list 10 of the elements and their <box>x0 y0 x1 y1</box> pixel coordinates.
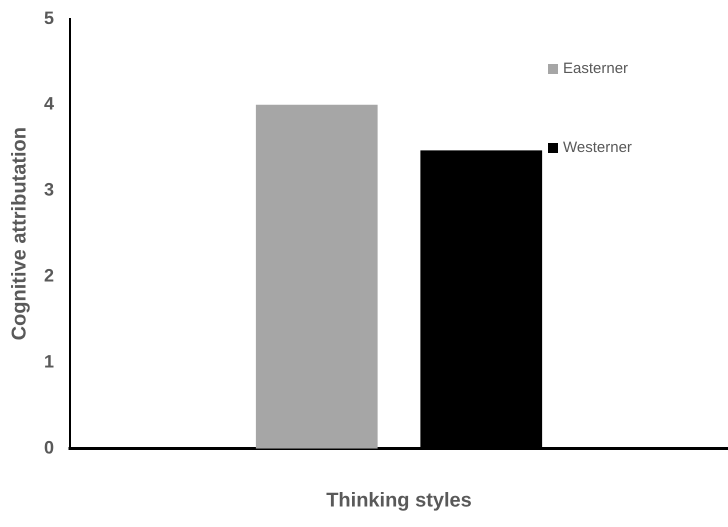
y-tick-label: 3 <box>44 180 54 200</box>
legend-label: Westerner <box>563 139 632 156</box>
y-tick-label: 4 <box>44 94 54 114</box>
x-axis-title: Thinking styles <box>326 490 472 512</box>
y-tick-label: 1 <box>44 352 54 372</box>
y-axis-title: Cognitive attributation <box>8 127 31 340</box>
y-tick-label: 2 <box>44 266 54 286</box>
y-tick-label: 5 <box>44 8 54 28</box>
y-tick-label: 0 <box>44 438 54 458</box>
legend-label: Easterner <box>563 60 628 77</box>
